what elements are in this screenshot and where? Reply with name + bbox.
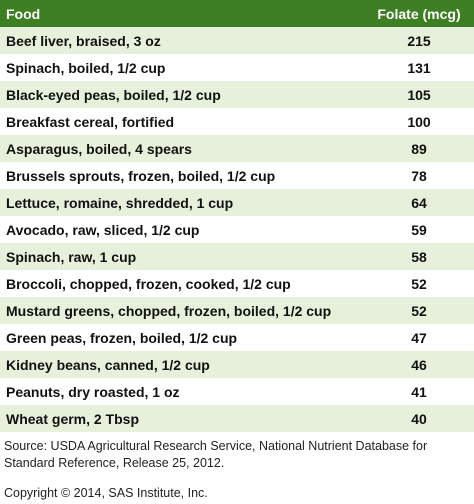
table-row: Green peas, frozen, boiled, 1/2 cup 47 (0, 324, 474, 351)
folate-cell: 78 (411, 167, 427, 184)
column-header: Food (0, 0, 364, 27)
food-cell: Brussels sprouts, frozen, boiled, 1/2 cu… (6, 167, 276, 184)
table-row: Breakfast cereal, fortified 100 (0, 108, 474, 135)
folate-table: Food Folate (mcg) Beef liver, braised, 3… (0, 0, 474, 432)
folate-cell: 41 (411, 383, 427, 400)
folate-cell: 131 (407, 59, 431, 76)
table-body: Beef liver, braised, 3 oz 215 Spinach, boi… (0, 27, 474, 432)
folate-cell: 89 (364, 135, 474, 162)
folate-cell: 52 (411, 275, 427, 292)
food-cell: Peanuts, dry roasted, 1 oz (6, 383, 180, 400)
food-cell: Mustard greens, chopped, frozen, boiled,… (0, 297, 364, 324)
food-cell: Broccoli, chopped, frozen, cooked, 1/2 c… (6, 275, 291, 292)
folate-cell: 100 (407, 113, 431, 130)
food-cell: Kidney beans, canned, 1/2 cup (0, 351, 364, 378)
table-row: Spinach, raw, 1 cup 58 (0, 243, 474, 270)
food-cell: Asparagus, boiled, 4 spears (0, 135, 364, 162)
food-cell: Wheat germ, 2 Tbsp (0, 405, 364, 432)
table-row: Beef liver, braised, 3 oz 215 (0, 27, 474, 54)
header-row: Food Folate (mcg) (0, 0, 474, 27)
food-cell: Breakfast cereal, fortified (6, 113, 175, 130)
table-row: Wheat germ, 2 Tbsp 40 (0, 405, 474, 432)
folate-cell: 59 (411, 221, 427, 238)
food-cell: Beef liver, braised, 3 oz (0, 27, 364, 54)
table-row: Asparagus, boiled, 4 spears 89 (0, 135, 474, 162)
folate-cell: 105 (364, 81, 474, 108)
food-cell: Avocado, raw, sliced, 1/2 cup (6, 221, 200, 238)
food-cell: Green peas, frozen, boiled, 1/2 cup (6, 329, 238, 346)
folate-cell: 64 (364, 189, 474, 216)
folate-cell: 40 (364, 405, 474, 432)
table-row: Black-eyed peas, boiled, 1/2 cup 105 (0, 81, 474, 108)
folate-cell: 215 (364, 27, 474, 54)
folate-cell: 47 (411, 329, 427, 346)
table-row: Broccoli, chopped, frozen, cooked, 1/2 c… (0, 270, 474, 297)
food-cell: Lettuce, romaine, shredded, 1 cup (0, 189, 364, 216)
table-row: Peanuts, dry roasted, 1 oz 41 (0, 378, 474, 405)
food-cell: Black-eyed peas, boiled, 1/2 cup (0, 81, 364, 108)
food-cell: Spinach, boiled, 1/2 cup (6, 59, 166, 76)
copyright: Copyright © 2014, SAS Institute, Inc. (4, 486, 208, 500)
table-row: Kidney beans, canned, 1/2 cup 46 (0, 351, 474, 378)
food-cell: Spinach, raw, 1 cup (0, 243, 364, 270)
folate-cell: 46 (364, 351, 474, 378)
column-header: Folate (mcg) (364, 0, 474, 27)
table-row: Brussels sprouts, frozen, boiled, 1/2 cu… (0, 162, 474, 189)
table-row: Lettuce, romaine, shredded, 1 cup 64 (0, 189, 474, 216)
folate-cell: 58 (364, 243, 474, 270)
source-note: Source: USDA Agricultural Research Servi… (4, 439, 428, 470)
table-row: Spinach, boiled, 1/2 cup 131 (0, 54, 474, 81)
table-row: Mustard greens, chopped, frozen, boiled,… (0, 297, 474, 324)
table-row: Avocado, raw, sliced, 1/2 cup 59 (0, 216, 474, 243)
folate-cell: 52 (364, 297, 474, 324)
